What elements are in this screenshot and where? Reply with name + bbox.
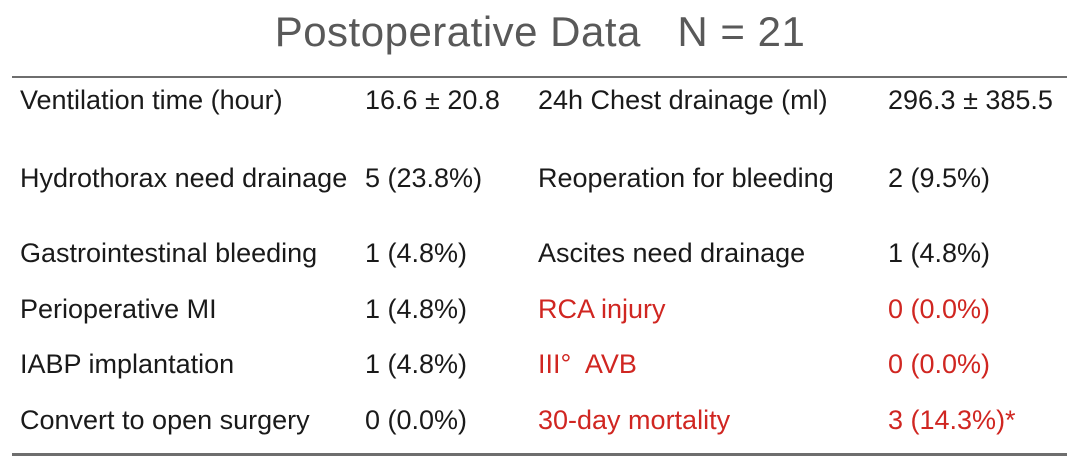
row-value-highlighted: 3 (14.3%)* bbox=[888, 405, 1016, 435]
row-label: Ventilation time (hour) bbox=[20, 85, 283, 115]
row-label: 24h Chest drainage (ml) bbox=[538, 85, 828, 115]
row-value: 1 (4.8%) bbox=[365, 349, 468, 379]
table-bottom-rule bbox=[12, 453, 1067, 456]
row-value: 296.3 ± 385.5 bbox=[888, 85, 1053, 115]
table-row: Gastrointestinal bleeding 1 (4.8%) Ascit… bbox=[0, 238, 1080, 268]
row-label: Ascites need drainage bbox=[538, 238, 806, 268]
row-label-highlighted: III° AVB bbox=[538, 349, 637, 379]
row-value-highlighted: 0 (0.0%) bbox=[888, 349, 991, 379]
row-value: 1 (4.8%) bbox=[365, 238, 468, 268]
table-row: Ventilation time (hour) 16.6 ± 20.8 24h … bbox=[0, 85, 1080, 115]
row-label: Reoperation for bleeding bbox=[538, 163, 834, 193]
row-label-highlighted: 30-day mortality bbox=[538, 405, 731, 435]
row-label-highlighted: RCA injury bbox=[538, 294, 666, 324]
row-label: Perioperative MI bbox=[20, 294, 217, 324]
table-top-rule bbox=[12, 76, 1067, 78]
row-label: Hydrothorax need drainage bbox=[20, 163, 348, 193]
row-label: IABP implantation bbox=[20, 349, 235, 379]
row-value: 5 (23.8%) bbox=[365, 163, 483, 193]
row-value: 1 (4.8%) bbox=[888, 238, 991, 268]
table-row: Hydrothorax need drainage 5 (23.8%) Reop… bbox=[0, 163, 1080, 193]
table-row: Perioperative MI 1 (4.8%) RCA injury 0 (… bbox=[0, 294, 1080, 324]
table-row: Convert to open surgery 0 (0.0%) 30-day … bbox=[0, 405, 1080, 435]
row-value: 2 (9.5%) bbox=[888, 163, 991, 193]
row-value: 1 (4.8%) bbox=[365, 294, 468, 324]
row-label: Convert to open surgery bbox=[20, 405, 310, 435]
table-row: IABP implantation 1 (4.8%) III° AVB 0 (0… bbox=[0, 349, 1080, 379]
row-value-highlighted: 0 (0.0%) bbox=[888, 294, 991, 324]
page-title: Postoperative Data N = 21 bbox=[274, 8, 806, 55]
row-value: 0 (0.0%) bbox=[365, 405, 468, 435]
row-value: 16.6 ± 20.8 bbox=[365, 85, 500, 115]
row-label: Gastrointestinal bleeding bbox=[20, 238, 318, 268]
